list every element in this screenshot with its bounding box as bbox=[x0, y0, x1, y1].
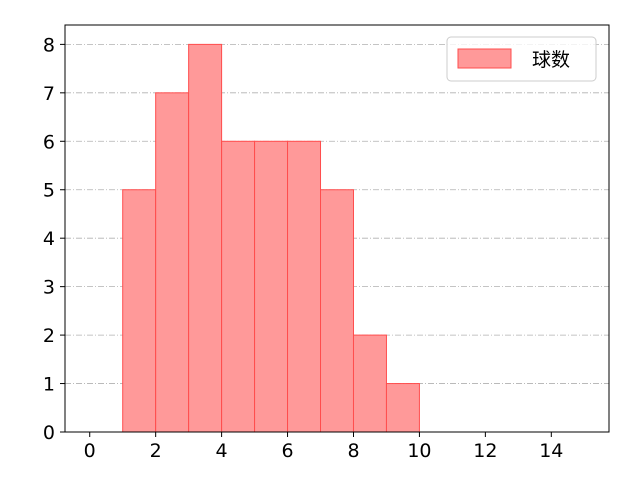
y-tick-label: 7 bbox=[43, 83, 55, 105]
y-tick-label: 8 bbox=[43, 34, 55, 56]
x-tick-label: 2 bbox=[150, 440, 162, 462]
histogram-bar bbox=[385, 383, 420, 433]
y-tick-label: 1 bbox=[43, 374, 55, 396]
histogram-bar bbox=[122, 189, 157, 433]
y-tick-label: 0 bbox=[43, 422, 55, 444]
plot-frame bbox=[64, 24, 610, 433]
y-tick-label: 3 bbox=[43, 277, 55, 299]
y-tick-label: 4 bbox=[43, 228, 55, 250]
x-axis: 0 2 4 6 8 10 12 14 bbox=[84, 432, 563, 462]
legend: 球数 bbox=[446, 36, 597, 82]
y-tick-label: 2 bbox=[43, 325, 55, 347]
histogram-bar bbox=[155, 92, 190, 433]
x-tick-label: 6 bbox=[281, 440, 293, 462]
y-axis: 0 1 2 3 4 5 6 7 8 bbox=[43, 34, 65, 444]
histogram-bar bbox=[254, 140, 289, 433]
histogram-bar bbox=[352, 334, 387, 433]
y-tick-label: 5 bbox=[43, 180, 55, 202]
histogram-bar bbox=[287, 140, 322, 433]
x-tick-label: 10 bbox=[407, 440, 431, 462]
y-tick-label: 6 bbox=[43, 131, 55, 153]
legend-swatch bbox=[457, 48, 512, 69]
x-tick-label: 12 bbox=[473, 440, 497, 462]
x-tick-label: 8 bbox=[347, 440, 359, 462]
bars bbox=[122, 43, 420, 433]
x-tick-label: 0 bbox=[84, 440, 96, 462]
legend-label: 球数 bbox=[532, 49, 570, 71]
x-tick-label: 14 bbox=[539, 440, 563, 462]
x-tick-label: 4 bbox=[216, 440, 228, 462]
histogram-bar bbox=[188, 43, 223, 433]
histogram-bar bbox=[221, 140, 256, 433]
histogram-bar bbox=[320, 189, 354, 433]
legend-frame bbox=[446, 36, 597, 82]
